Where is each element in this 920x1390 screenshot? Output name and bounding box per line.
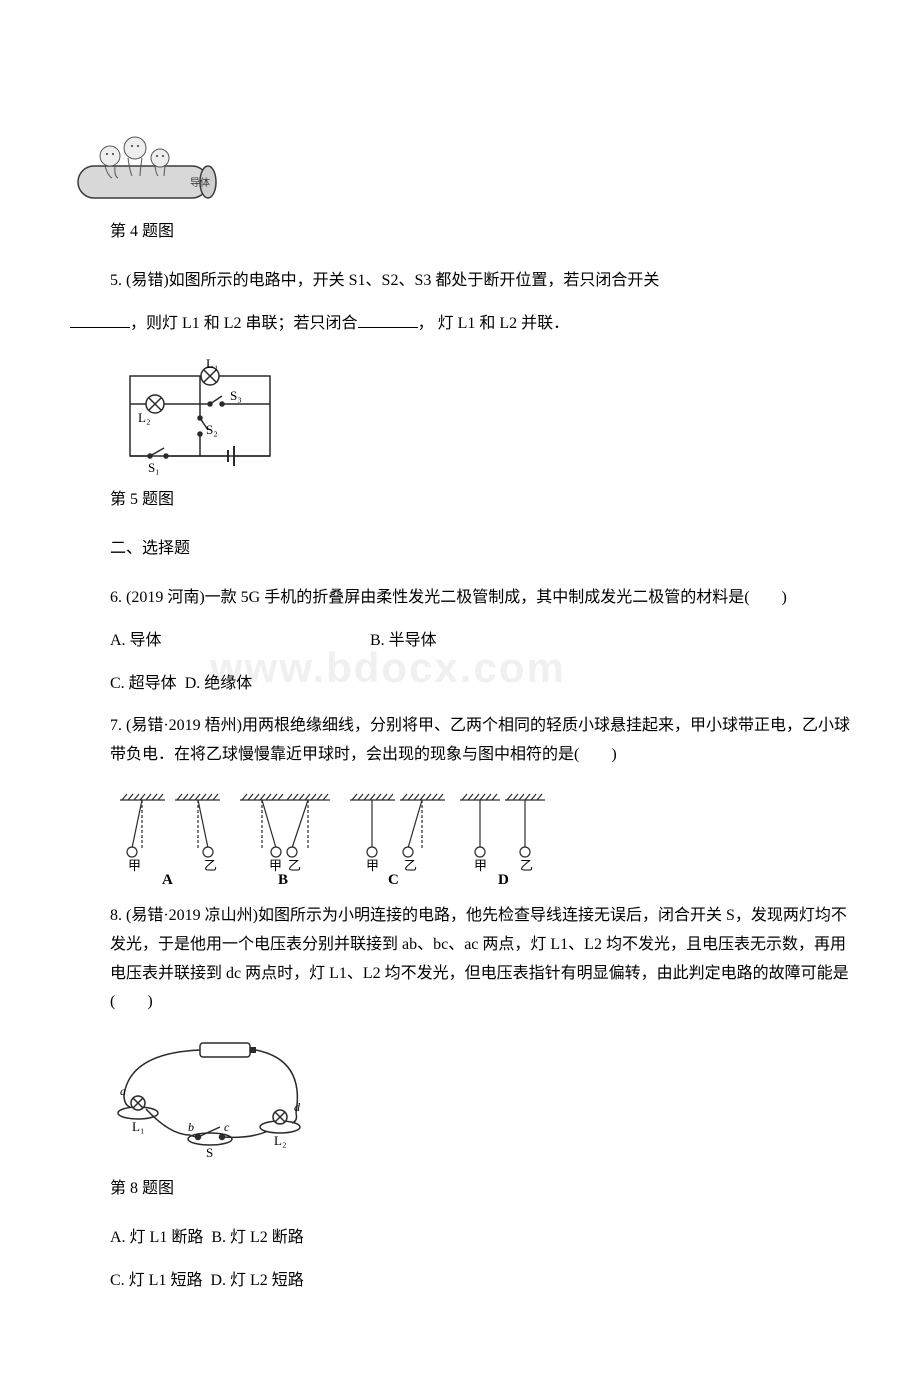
q6-option-a[interactable]: A. 导体	[110, 627, 370, 656]
section2-title: 二、选择题	[110, 535, 850, 564]
q6-option-b[interactable]: B. 半导体	[370, 627, 630, 656]
q7-a-yi: 乙	[204, 858, 217, 873]
q4-cylinder-label: 导体	[190, 177, 210, 189]
q7-c-jia: 甲	[366, 858, 379, 873]
q8-option-d[interactable]: D. 灯 L2 短路	[210, 1272, 303, 1289]
q8-pt-b: b	[188, 1120, 194, 1134]
q8-pt-d: d	[294, 1100, 301, 1114]
q7-b-jia: 甲	[269, 858, 282, 873]
q8-circuit-svg: a b c d L₁ S L₂	[110, 1035, 310, 1165]
q7-c-yi: 乙	[404, 858, 417, 873]
q8-option-c[interactable]: C. 灯 L1 短路	[110, 1272, 202, 1289]
q7-text: 7. (易错·2019 梧州)用两根绝缘细线，分别将甲、乙两个相同的轻质小球悬挂…	[110, 712, 850, 770]
q5-blank1[interactable]	[70, 312, 130, 328]
q5-part2: ，则灯 L1 和 L2 串联；若只闭合	[130, 315, 358, 332]
q8-pt-a: a	[120, 1084, 126, 1098]
q7-b-yi: 乙	[288, 858, 301, 873]
q8-figure: a b c d L₁ S L₂	[110, 1035, 850, 1165]
q5-part1: 5. (易错)如图所示的电路中，开关 S1、S2、S3 都处于断开位置，若只闭合…	[110, 272, 659, 289]
q7-d-yi: 乙	[520, 858, 533, 873]
q8-label-l1: L₁	[132, 1119, 144, 1134]
q8-text-span: 8. (易错·2019 凉山州)如图所示为小明连接的电路，他先检查导线连接无误后…	[110, 907, 849, 1010]
q8-caption: 第 8 题图	[110, 1175, 850, 1204]
q8-pt-c: c	[224, 1120, 230, 1134]
q5-text: 5. (易错)如图所示的电路中，开关 S1、S2、S3 都处于断开位置，若只闭合…	[110, 267, 850, 296]
q8-label-l2: L₂	[274, 1133, 286, 1148]
q8-text: 8. (易错·2019 凉山州)如图所示为小明连接的电路，他先检查导线连接无误后…	[110, 902, 850, 1017]
q5-figure: L₁ L₂ S₁ S₂ S₃	[110, 356, 850, 476]
q7-d-jia: 甲	[474, 858, 487, 873]
q4-caption: 第 4 题图	[110, 218, 850, 247]
q5-label-l2: L₂	[138, 410, 150, 425]
q7-label-b: B	[278, 872, 288, 888]
q6-options-row2: C. 超导体 D. 绝缘体	[110, 670, 850, 699]
q7-diagram-svg: 甲 乙 甲 乙 甲 乙 甲 乙 A B C D	[110, 788, 550, 888]
q6-text-span: 6. (2019 河南)一款 5G 手机的折叠屏由柔性发光二极管制成，其中制成发…	[110, 589, 787, 606]
q5-label-l1: L₁	[206, 356, 218, 371]
q5-label-s2: S₂	[206, 422, 218, 437]
q4-cartoon-svg: 导体	[70, 118, 220, 208]
q7-label-c: C	[388, 872, 399, 888]
q8-option-a[interactable]: A. 灯 L1 断路	[110, 1229, 203, 1246]
q5-text-line2: ，则灯 L1 和 L2 串联；若只闭合 ， 灯 L1 和 L2 并联．	[70, 310, 850, 339]
q8-options-row2: C. 灯 L1 短路 D. 灯 L2 短路	[110, 1267, 850, 1296]
q7-label-a: A	[162, 872, 173, 888]
q6-text: 6. (2019 河南)一款 5G 手机的折叠屏由柔性发光二极管制成，其中制成发…	[110, 584, 850, 613]
q5-label-s1: S₁	[148, 460, 160, 475]
q8-option-b[interactable]: B. 灯 L2 断路	[211, 1229, 303, 1246]
q7-figure: 甲 乙 甲 乙 甲 乙 甲 乙 A B C D	[110, 788, 850, 888]
q6-option-d[interactable]: D. 绝缘体	[185, 675, 253, 692]
q6-options-row1: A. 导体 B. 半导体	[110, 627, 850, 656]
q7-a-jia: 甲	[128, 858, 141, 873]
q4-figure: 导体	[70, 118, 850, 208]
q8-label-s: S	[206, 1145, 213, 1160]
q5-caption: 第 5 题图	[110, 486, 850, 515]
q8-options-row1: A. 灯 L1 断路 B. 灯 L2 断路	[110, 1224, 850, 1253]
q5-blank2[interactable]	[358, 312, 418, 328]
q7-label-d: D	[498, 872, 509, 888]
q7-text-span: 7. (易错·2019 梧州)用两根绝缘细线，分别将甲、乙两个相同的轻质小球悬挂…	[110, 717, 850, 763]
q5-part3: ， 灯 L1 和 L2 并联．	[418, 315, 570, 332]
q5-circuit-svg: L₁ L₂ S₁ S₂ S₃	[110, 356, 290, 476]
q5-label-s3: S₃	[230, 388, 242, 403]
q6-option-c[interactable]: C. 超导体	[110, 675, 177, 692]
